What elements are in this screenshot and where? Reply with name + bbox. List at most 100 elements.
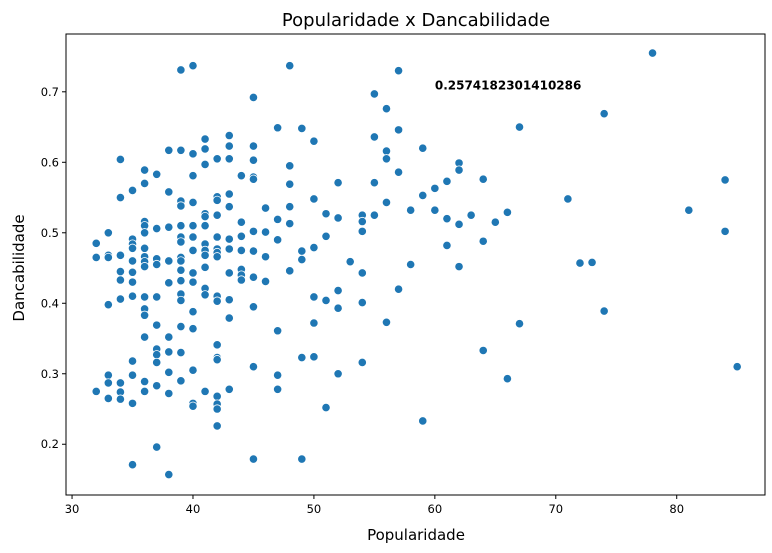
data-point — [188, 307, 198, 317]
data-point — [176, 221, 186, 231]
data-point — [321, 402, 331, 413]
data-point — [164, 347, 174, 357]
data-point — [224, 202, 234, 212]
data-point — [164, 222, 174, 232]
data-point — [575, 258, 585, 268]
data-point — [127, 370, 138, 380]
data-point — [381, 146, 392, 156]
data-point — [248, 226, 259, 236]
data-point — [164, 367, 174, 377]
data-point — [430, 205, 440, 215]
data-point — [200, 262, 210, 272]
data-point — [188, 197, 198, 208]
data-point — [176, 65, 186, 75]
data-point — [260, 203, 271, 213]
data-point — [357, 226, 367, 236]
plot-frame — [65, 33, 766, 496]
data-point — [321, 209, 331, 219]
data-point — [188, 324, 198, 334]
data-point — [514, 319, 525, 329]
data-point — [248, 272, 259, 282]
data-point — [333, 303, 343, 313]
data-point — [200, 144, 210, 154]
data-point — [285, 219, 295, 229]
data-point — [418, 416, 428, 426]
data-point — [442, 240, 452, 251]
data-point — [188, 277, 198, 287]
data-point — [466, 210, 476, 220]
data-point — [285, 161, 295, 171]
data-point — [140, 310, 150, 320]
data-point — [297, 246, 307, 256]
data-point — [224, 130, 234, 141]
data-point — [212, 252, 222, 262]
data-point — [152, 357, 162, 368]
data-point — [321, 231, 331, 241]
data-point — [200, 290, 210, 300]
data-point — [393, 284, 404, 294]
data-point — [176, 256, 186, 266]
data-point — [273, 384, 283, 394]
data-point — [127, 291, 138, 301]
data-point — [152, 350, 162, 360]
data-point — [140, 228, 150, 238]
data-point — [127, 398, 138, 408]
data-point — [200, 211, 210, 222]
data-point — [200, 221, 210, 231]
y-tick-label: 0.7 — [41, 85, 59, 99]
data-point — [248, 246, 259, 256]
data-point — [140, 386, 150, 396]
data-point — [454, 165, 464, 175]
data-point — [357, 216, 367, 227]
data-point — [442, 214, 452, 224]
data-point — [684, 205, 694, 215]
data-point — [357, 268, 367, 278]
data-point — [188, 149, 198, 159]
data-point — [333, 285, 343, 296]
data-point — [236, 245, 246, 256]
data-point — [188, 401, 198, 411]
data-point — [381, 197, 392, 208]
data-point — [514, 122, 525, 132]
data-point — [164, 388, 174, 399]
data-point — [430, 183, 440, 193]
data-point — [127, 277, 138, 287]
data-point — [176, 295, 186, 306]
x-tick-label: 60 — [428, 502, 443, 516]
data-point — [273, 235, 283, 245]
data-point — [478, 236, 488, 246]
data-point — [164, 145, 174, 155]
data-point — [212, 340, 222, 350]
data-point — [236, 171, 246, 181]
data-point — [115, 192, 126, 203]
data-point — [236, 217, 246, 227]
data-point — [212, 296, 222, 306]
data-point — [248, 174, 259, 184]
data-point — [297, 352, 307, 363]
data-point — [91, 238, 101, 248]
data-point — [140, 243, 150, 253]
data-point — [103, 393, 113, 404]
x-tick-label: 40 — [186, 502, 201, 516]
data-point — [260, 276, 271, 287]
data-point — [309, 136, 319, 146]
data-point — [369, 89, 379, 99]
data-point — [369, 132, 379, 142]
data-point — [224, 189, 234, 199]
data-point — [224, 295, 234, 305]
data-point — [248, 92, 259, 103]
data-point — [212, 391, 222, 401]
data-point — [647, 48, 658, 58]
data-point — [176, 201, 186, 211]
data-point — [406, 205, 416, 215]
data-point — [563, 194, 573, 204]
data-point — [212, 210, 222, 220]
data-point — [599, 306, 609, 316]
data-point — [442, 176, 452, 186]
data-point — [212, 154, 222, 164]
data-point — [152, 223, 162, 234]
data-point — [152, 381, 162, 391]
data-point — [115, 250, 126, 260]
data-point — [152, 169, 162, 179]
data-point — [248, 302, 259, 312]
